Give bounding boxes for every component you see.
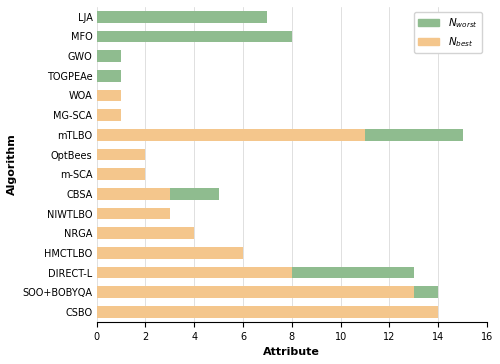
Bar: [292, 267, 414, 278]
Bar: [96, 149, 146, 161]
Bar: [414, 286, 438, 298]
Bar: [96, 129, 365, 141]
X-axis label: Attribute: Attribute: [264, 347, 320, 357]
Bar: [96, 31, 292, 42]
Bar: [96, 109, 121, 121]
Bar: [96, 70, 121, 82]
Bar: [96, 207, 170, 219]
Bar: [96, 286, 414, 298]
Legend: $N_{worst}$, $N_{best}$: $N_{worst}$, $N_{best}$: [414, 12, 482, 53]
Bar: [96, 168, 146, 180]
Bar: [96, 50, 121, 62]
Bar: [96, 267, 292, 278]
Bar: [96, 247, 243, 259]
Bar: [96, 306, 438, 318]
Bar: [96, 188, 170, 200]
Bar: [96, 11, 268, 23]
Bar: [96, 90, 121, 102]
Bar: [170, 188, 218, 200]
Bar: [365, 129, 462, 141]
Bar: [96, 228, 194, 239]
Y-axis label: Algorithm: Algorithm: [7, 134, 17, 195]
